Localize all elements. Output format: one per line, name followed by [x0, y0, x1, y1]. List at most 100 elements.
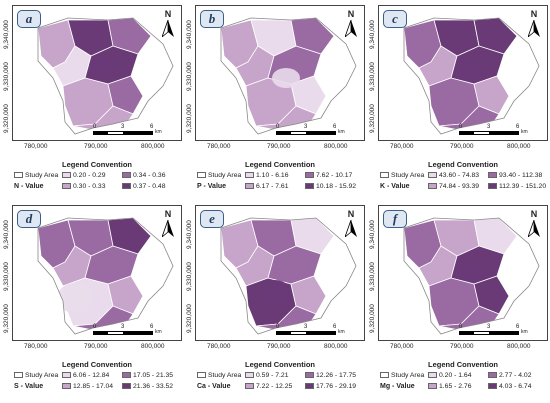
y-tick-label: 9,340,000 [186, 220, 193, 249]
legend-swatch [14, 172, 23, 178]
map-frame: d N 0 3 6 km [12, 205, 182, 341]
legend-swatch [305, 372, 314, 378]
scale-tick-label: 0 [276, 324, 280, 330]
map-hotspot [459, 264, 479, 280]
legend-label: Study Area [391, 372, 425, 379]
legend-title: Legend Convention [428, 360, 498, 369]
scale-unit-label: km [155, 129, 162, 135]
legend-swatch [380, 172, 389, 178]
y-tick-label: 9,330,000 [369, 62, 376, 91]
legend-item-class-2: 74.84 - 93.39 [428, 182, 479, 191]
scale-tick-label: 3 [487, 124, 491, 130]
x-tick-label: 780,000 [24, 343, 48, 350]
value-label: K - Value [380, 183, 410, 190]
panel-letter-label: f [383, 210, 407, 228]
x-tick-label: 800,000 [507, 343, 531, 350]
north-label: N [347, 9, 355, 19]
scale-unit-label: km [338, 129, 345, 135]
legend-label: 74.84 - 93.39 [439, 183, 480, 190]
study-area-map [403, 17, 540, 135]
legend-label: 7.22 - 12.25 [256, 383, 293, 390]
scale-tick-label: 0 [93, 324, 97, 330]
value-label: Ca - Value [197, 383, 231, 390]
legend-label: 4.03 - 6.74 [499, 383, 532, 390]
legend-swatch [122, 172, 131, 178]
study-area-outline [403, 17, 540, 135]
map-panel-e: 9,340,000 9,330,000 9,320,000 e N 0 3 6 km 780,00… [186, 205, 367, 403]
scale-bar: 0 3 6 km [459, 124, 529, 138]
legend-item-study-area: Study Area [380, 371, 424, 380]
legend-swatch [305, 383, 314, 389]
legend-item-class-2: 7.22 - 12.25 [245, 382, 292, 391]
legend-item-class-1: 1.10 - 6.16 [245, 171, 289, 180]
scale-tick-label: 6 [516, 124, 520, 130]
legend-swatch [488, 183, 497, 189]
north-arrow-icon: N [526, 10, 542, 38]
legend-swatch [428, 183, 437, 189]
legend-label: 12.26 - 17.75 [316, 372, 357, 379]
map-panel-c: 9,340,000 9,330,000 9,320,000 c N 0 3 6 km 780,00… [369, 5, 550, 203]
legend-title: Legend Convention [62, 360, 132, 369]
legend-label: 1.65 - 2.76 [439, 383, 472, 390]
north-label: N [164, 9, 172, 19]
map-frame: a N 0 3 6 km [12, 5, 182, 141]
legend-item-class-1: 0.20 - 1.64 [428, 371, 472, 380]
legend-item-class-3: 17.05 - 21.35 [122, 371, 173, 380]
legend-label: Study Area [25, 372, 59, 379]
legend-item-class-1: 0.59 - 7.21 [245, 371, 289, 380]
legend-swatch [62, 172, 71, 178]
y-tick-label: 9,320,000 [369, 304, 376, 333]
y-tick-label: 9,330,000 [186, 262, 193, 291]
map-hotspot [272, 68, 300, 88]
legend-label: 7.62 - 10.17 [316, 172, 353, 179]
legend-swatch [488, 383, 497, 389]
map-region [473, 75, 510, 115]
legend-item-study-area: Study Area [14, 171, 58, 180]
legend-swatch [488, 172, 497, 178]
x-tick-label: 790,000 [84, 143, 108, 150]
legend-item-study-area: Study Area [380, 171, 424, 180]
legend-item-class-3: 12.26 - 17.75 [305, 371, 356, 380]
scale-bar: 0 3 6 km [93, 324, 163, 338]
y-tick-label: 9,330,000 [3, 62, 10, 91]
map-frame: b N 0 3 6 km [195, 5, 365, 141]
legend-swatch [122, 383, 131, 389]
scale-unit-label: km [521, 329, 528, 335]
legend-title: Legend Convention [428, 160, 498, 169]
study-area-outline [403, 217, 540, 335]
study-area-outline [37, 217, 174, 335]
panel-letter-label: c [383, 10, 407, 28]
legend-item-study-area: Study Area [197, 171, 241, 180]
north-arrow-icon: N [160, 10, 176, 38]
legend-swatch [305, 172, 314, 178]
panel-letter-label: b [200, 10, 224, 28]
legend-swatch [197, 372, 206, 378]
map-panel-b: 9,340,000 9,330,000 9,320,000 b N 0 3 6 km 780,00… [186, 5, 367, 203]
x-tick-label: 780,000 [207, 343, 231, 350]
panel-letter-label: d [17, 210, 41, 228]
x-tick-label: 780,000 [390, 143, 414, 150]
study-area-map [37, 217, 174, 335]
legend-swatch [14, 372, 23, 378]
legend-item-class-1: 6.06 - 12.84 [62, 371, 109, 380]
legend-title: Legend Convention [62, 160, 132, 169]
y-tick-label: 9,330,000 [3, 262, 10, 291]
legend-swatch [428, 172, 437, 178]
x-tick-label: 790,000 [267, 143, 291, 150]
scale-bar: 0 3 6 km [459, 324, 529, 338]
legend-item-class-4: 0.37 - 0.48 [122, 182, 166, 191]
legend-label: 10.18 - 15.92 [316, 183, 357, 190]
legend-item-class-4: 4.03 - 6.74 [488, 382, 532, 391]
legend-label: 93.40 - 112.38 [499, 172, 543, 179]
x-tick-label: 800,000 [324, 343, 348, 350]
map-hotspot [262, 280, 290, 304]
legend-item-class-1: 43.60 - 74.83 [428, 171, 479, 180]
legend-label: 17.76 - 29.19 [316, 383, 357, 390]
legend-label: 0.30 - 0.33 [73, 183, 106, 190]
legend-swatch [245, 172, 254, 178]
study-area-map [37, 17, 174, 135]
scale-unit-label: km [521, 129, 528, 135]
y-tick-label: 9,340,000 [369, 20, 376, 49]
legend-label: 17.05 - 21.35 [133, 372, 174, 379]
legend-label: 21.36 - 33.52 [133, 383, 174, 390]
